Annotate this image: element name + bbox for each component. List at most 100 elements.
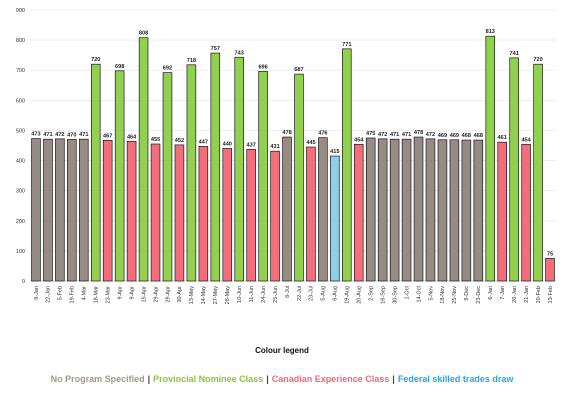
x-tick-label: 5-Nov — [428, 286, 434, 301]
x-tick-label: 22-Jul — [297, 286, 303, 301]
bar — [55, 138, 65, 282]
data-label: 813 — [486, 29, 495, 35]
x-tick-label: 27-May — [213, 286, 219, 305]
bar — [67, 139, 77, 282]
x-tick-label: 16-Sep — [380, 286, 386, 304]
bar — [497, 141, 507, 282]
x-tick-label: 9-Apr — [129, 286, 135, 300]
y-tick-label: 100 — [16, 249, 25, 255]
y-tick-label: 0 — [22, 279, 25, 285]
x-tick-label: 4-Mar — [82, 286, 88, 301]
bar — [425, 138, 436, 282]
data-label: 447 — [199, 139, 208, 145]
data-label: 452 — [175, 138, 184, 144]
x-tick-label: 25-Jun — [273, 286, 279, 303]
bar — [509, 57, 519, 282]
data-label: 808 — [139, 31, 148, 37]
data-label: 468 — [474, 133, 483, 139]
bar — [365, 137, 376, 282]
data-label: 698 — [115, 64, 124, 70]
legend-title: Colour legend — [255, 346, 309, 355]
x-axis-ticks: 8-Jan 22-Jan 5-Feb 19-Feb 4-Mar 18-Mar 23-Mar 9… — [34, 286, 554, 305]
bar — [521, 143, 531, 282]
data-label: 720 — [533, 57, 542, 63]
y-tick-label: 800 — [16, 38, 25, 44]
data-label: 757 — [211, 46, 220, 52]
x-tick-label: 8-Jan — [34, 286, 40, 300]
data-label: 472 — [55, 132, 64, 138]
y-tick-label: 600 — [16, 98, 25, 104]
data-label: 415 — [330, 149, 339, 155]
data-label: 469 — [438, 133, 447, 139]
x-tick-label: 23-Dec — [476, 286, 482, 304]
legend: No Program Specified | Provincial Nominee … — [0, 374, 564, 384]
data-label: 468 — [462, 133, 471, 139]
legend-separator: | — [147, 374, 151, 384]
x-tick-label: 14-Oct — [416, 286, 422, 303]
bar — [43, 138, 53, 282]
bar — [258, 71, 268, 282]
data-label: 692 — [163, 66, 172, 72]
bar — [138, 37, 149, 282]
bar — [282, 136, 292, 282]
data-label: 469 — [450, 133, 459, 139]
bar — [174, 144, 185, 282]
bar — [330, 155, 340, 282]
bar — [90, 63, 101, 282]
x-tick-label: 25-Nov — [452, 286, 458, 304]
x-tick-label: 29-Apr — [153, 286, 159, 303]
data-label: 454 — [354, 137, 364, 143]
data-label: 464 — [127, 134, 137, 140]
data-label: 471 — [43, 132, 52, 138]
x-tick-label: 1-Oct — [404, 286, 410, 300]
x-tick-label: 19-Feb — [70, 286, 76, 303]
bar — [198, 146, 209, 282]
x-tick-label: 2-Sep — [369, 286, 375, 301]
bar — [485, 35, 496, 282]
x-tick-label: 20-Aug — [357, 286, 363, 304]
x-tick-label: 14-May — [201, 286, 207, 305]
y-tick-label: 300 — [16, 189, 25, 195]
data-label: 743 — [235, 50, 244, 56]
bar — [437, 139, 448, 282]
x-tick-label: 9-Apr — [117, 286, 123, 300]
x-tick-label: 23-Jul — [309, 286, 315, 301]
data-label: 473 — [31, 132, 40, 138]
x-tick-label: 5-Aug — [321, 286, 327, 301]
x-tick-label: 10-Feb — [536, 286, 542, 303]
legend-item-federal-skilled-trades: Federal skilled trades draw — [397, 374, 514, 384]
data-label: 471 — [79, 132, 88, 138]
y-tick-label: 200 — [16, 219, 25, 225]
y-axis-ticks: 0 100 200 300 400 500 600 700 800 900 — [16, 8, 25, 285]
bars: 473 471 472 470 4717204676984648084556924527… — [31, 29, 555, 282]
bar — [306, 146, 316, 282]
bar — [389, 138, 400, 282]
legend-separator: | — [266, 374, 269, 384]
bar — [294, 73, 304, 282]
bar — [270, 150, 280, 282]
data-label: 472 — [426, 132, 435, 138]
data-label: 461 — [498, 135, 507, 141]
data-label: 478 — [414, 130, 423, 136]
bar — [318, 137, 328, 282]
bar — [473, 139, 484, 282]
data-label: 472 — [378, 132, 387, 138]
x-tick-label: 7-Jan — [500, 286, 506, 300]
bar — [545, 258, 555, 282]
bar — [210, 52, 221, 282]
bar — [31, 138, 41, 282]
x-tick-label: 28-May — [225, 286, 231, 305]
bar — [126, 140, 137, 282]
data-label: 476 — [318, 131, 327, 137]
bar — [342, 48, 352, 282]
bar — [449, 139, 460, 282]
x-tick-label: 20-Jan — [512, 286, 518, 303]
data-label: 720 — [91, 57, 100, 63]
data-label: 467 — [103, 133, 112, 139]
data-label: 440 — [223, 142, 232, 148]
x-tick-label: 6-Jan — [488, 286, 494, 300]
x-tick-label: 24-Jun — [261, 286, 267, 303]
x-tick-label: 13-May — [189, 286, 195, 305]
data-label: 478 — [282, 130, 291, 136]
